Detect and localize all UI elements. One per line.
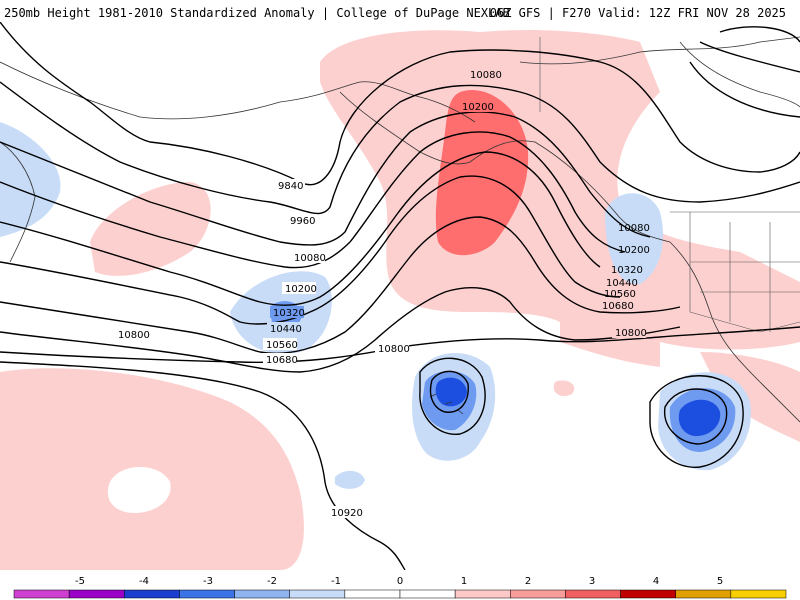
anomaly-negative-strong xyxy=(435,377,721,437)
legend-tick-label: -3 xyxy=(203,576,213,587)
contour-label-east-10320: 10320 xyxy=(611,265,643,276)
legend-swatch xyxy=(289,589,346,599)
contour-label-east-10800: 10800 xyxy=(615,328,647,339)
legend-swatch xyxy=(675,589,732,599)
contour-label-east-10080: 10080 xyxy=(618,223,650,234)
legend-swatch xyxy=(399,589,456,599)
legend-tick-label: 3 xyxy=(589,576,595,587)
legend-swatch xyxy=(620,589,676,599)
contour-label-9960: 9960 xyxy=(290,216,315,227)
anomaly-positive-light xyxy=(0,30,800,570)
legend-swatch xyxy=(730,589,787,599)
legend-color-bar xyxy=(13,589,787,599)
legend-swatch xyxy=(13,589,70,599)
legend-tick-label: -5 xyxy=(75,576,85,587)
legend-tick-label: -1 xyxy=(331,576,341,587)
legend-tick-labels: -5 -4 -3 -2 -1 0 1 2 3 4 5 xyxy=(75,576,723,587)
legend-swatch xyxy=(68,589,125,599)
contour-label-9840: 9840 xyxy=(278,181,303,192)
legend-tick-label: 4 xyxy=(653,576,659,587)
contour-label-10920: 10920 xyxy=(331,508,363,519)
anomaly-positive-strong xyxy=(435,90,529,256)
map-title: 250mb Height 1981-2010 Standardized Anom… xyxy=(4,6,510,20)
legend-tick-label: 2 xyxy=(525,576,531,587)
contour-labels: 9840 9960 10080 10200 10320 10440 10560 … xyxy=(115,68,650,519)
contour-label-ridge-10080: 10080 xyxy=(470,70,502,81)
contour-label-mid-10800: 10800 xyxy=(378,344,410,355)
legend-swatch xyxy=(344,589,401,599)
contour-label-east-10680: 10680 xyxy=(602,301,634,312)
legend-swatch xyxy=(179,589,235,599)
contour-label-10680: 10680 xyxy=(266,355,298,366)
political-borders xyxy=(539,37,800,333)
contour-label-10560: 10560 xyxy=(266,340,298,351)
contour-label-10080: 10080 xyxy=(294,253,326,264)
legend-swatch xyxy=(565,589,621,599)
legend-tick-label: -2 xyxy=(267,576,277,587)
legend-swatch xyxy=(454,589,511,599)
anomaly-hole xyxy=(107,467,171,513)
contour-label-east-10200: 10200 xyxy=(618,245,650,256)
anomaly-map: 9840 9960 10080 10200 10320 10440 10560 … xyxy=(0,22,800,570)
color-scale-legend: -5 -4 -3 -2 -1 0 1 2 3 4 5 xyxy=(13,576,787,599)
contour-label-10320: 10320 xyxy=(273,308,305,319)
contour-label-10800: 10800 xyxy=(118,330,150,341)
legend-swatch xyxy=(124,589,180,599)
contour-label-east-10560: 10560 xyxy=(604,289,636,300)
model-run-info: 06Z GFS | F270 Valid: 12Z FRI NOV 28 202… xyxy=(489,6,786,20)
legend-swatch xyxy=(234,589,290,599)
contour-label-east-10440: 10440 xyxy=(606,278,638,289)
legend-tick-label: 1 xyxy=(461,576,467,587)
legend-tick-label: 0 xyxy=(397,576,403,587)
legend-tick-label: -4 xyxy=(139,576,149,587)
legend-tick-label: 5 xyxy=(717,576,723,587)
contour-label-10440: 10440 xyxy=(270,324,302,335)
height-contours xyxy=(0,22,800,570)
contour-label-ridge-10200: 10200 xyxy=(462,102,494,113)
contour-label-10200: 10200 xyxy=(285,284,317,295)
legend-swatch xyxy=(510,589,566,599)
